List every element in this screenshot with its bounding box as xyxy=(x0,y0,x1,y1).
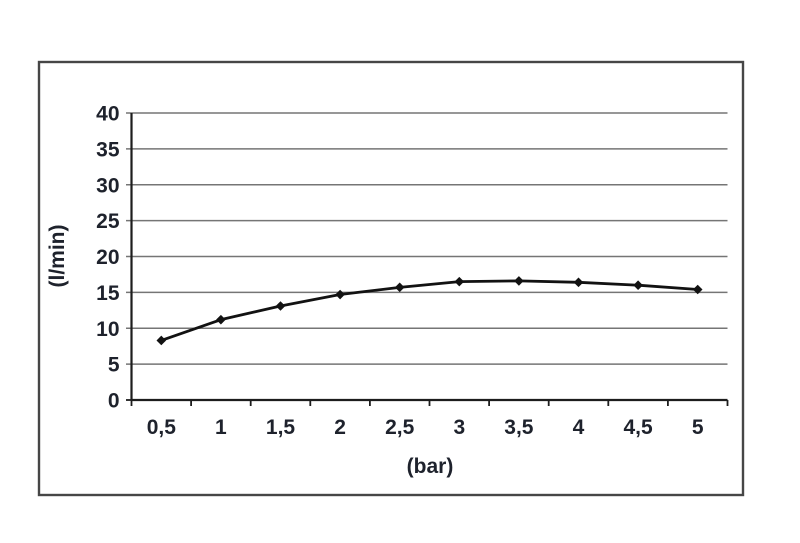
axes-layer xyxy=(130,113,729,406)
series-line xyxy=(160,279,698,342)
chart-frame-border xyxy=(37,60,745,497)
x-axis-title: (bar) xyxy=(407,455,454,478)
data-point-marker xyxy=(335,289,345,300)
x-tick-label: 1 xyxy=(215,416,227,439)
x-tick-label: 3,5 xyxy=(504,416,534,439)
y-tick-label: 20 xyxy=(96,246,119,269)
y-tick-label: 40 xyxy=(96,103,119,126)
y-tick-label: 5 xyxy=(108,354,120,377)
data-point-marker xyxy=(275,301,286,311)
y-tick-label: 15 xyxy=(96,282,120,305)
data-point-marker xyxy=(394,282,405,293)
y-tick-label: 10 xyxy=(96,318,119,341)
x-tick-label: 5 xyxy=(692,416,704,439)
x-tick-label: 4,5 xyxy=(623,416,653,439)
y-tick-label: 25 xyxy=(96,210,120,233)
y-tick-label: 35 xyxy=(96,138,120,161)
x-tick-label: 2 xyxy=(334,416,346,439)
data-point-marker xyxy=(454,276,465,287)
x-tick-label: 4 xyxy=(573,416,585,439)
y-tick-label: 30 xyxy=(96,174,119,197)
data-point-marker xyxy=(156,335,167,346)
data-point-marker xyxy=(692,284,703,295)
x-tick-label: 0,5 xyxy=(147,416,177,439)
data-point-marker xyxy=(216,314,226,325)
x-tick-label: 2,5 xyxy=(385,416,415,439)
data-point-marker xyxy=(633,280,643,290)
data-point-marker xyxy=(573,277,584,288)
x-tick-label: 3 xyxy=(453,416,465,439)
y-axis-title: (l/min) xyxy=(46,225,69,288)
data-point-marker xyxy=(514,276,524,286)
data-series-layer xyxy=(156,276,703,346)
y-tick-label: 0 xyxy=(108,390,120,413)
gridlines-layer xyxy=(126,112,728,401)
x-tick-label: 1,5 xyxy=(266,416,296,439)
tick-labels-layer: 0 5 10 15 20 25 30 35 40 0,5 1 1,5 2 2,5 3 3,5 4 4,5 5 xyxy=(96,103,704,440)
